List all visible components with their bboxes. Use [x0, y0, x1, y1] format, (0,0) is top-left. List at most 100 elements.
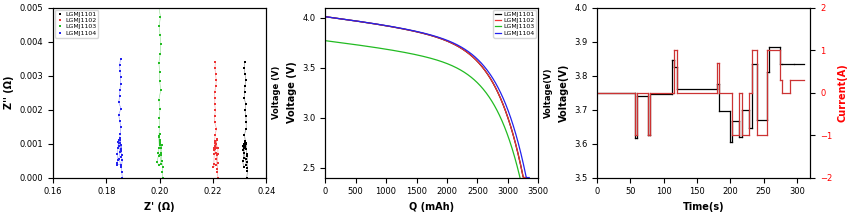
LGMJ1103 — [153, 154, 164, 157]
LGMJ1102 — [465, 53, 475, 56]
LGMJ1101 — [239, 157, 249, 159]
LGMJ1101 — [239, 91, 250, 94]
LGMJ1104 — [116, 148, 126, 151]
LGMJ1101 — [241, 103, 251, 106]
LGMJ1101 — [466, 54, 476, 57]
LGMJ1104 — [114, 136, 124, 139]
LGMJ1104 — [116, 164, 126, 166]
Line: LGMJ1103: LGMJ1103 — [325, 41, 527, 192]
Line: LGMJ1104: LGMJ1104 — [325, 17, 529, 178]
LGMJ1104 — [117, 149, 127, 152]
LGMJ1101 — [239, 146, 249, 149]
LGMJ1102 — [211, 139, 222, 141]
LGMJ1102 — [210, 97, 220, 100]
LGMJ1101 — [242, 167, 252, 169]
LGMJ1104 — [115, 151, 125, 154]
LGMJ1101 — [241, 121, 251, 124]
LGMJ1103 — [386, 49, 396, 51]
LGMJ1102 — [210, 61, 221, 63]
LGMJ1103 — [154, 71, 164, 73]
LGMJ1101 — [320, 15, 331, 18]
Y-axis label: Z'' (Ω): Z'' (Ω) — [4, 76, 14, 109]
LGMJ1102 — [208, 166, 218, 169]
LGMJ1101 — [239, 166, 249, 168]
LGMJ1104 — [469, 54, 479, 57]
X-axis label: Time(s): Time(s) — [683, 202, 724, 212]
LGMJ1103 — [154, 80, 164, 83]
LGMJ1102 — [210, 148, 221, 150]
LGMJ1103 — [155, 34, 165, 37]
LGMJ1104 — [448, 42, 458, 44]
Line: LGMJ1101: LGMJ1101 — [325, 17, 527, 178]
LGMJ1101 — [519, 176, 529, 179]
LGMJ1103 — [154, 126, 164, 128]
LGMJ1103 — [157, 143, 167, 146]
LGMJ1104 — [112, 162, 123, 164]
LGMJ1102 — [210, 121, 220, 124]
Line: LGMJ1102: LGMJ1102 — [325, 17, 527, 178]
LGMJ1103 — [154, 147, 164, 150]
Legend: LGMJ1101, LGMJ1102, LGMJ1103, LGMJ1104: LGMJ1101, LGMJ1102, LGMJ1103, LGMJ1104 — [493, 10, 537, 38]
LGMJ1104 — [115, 138, 125, 141]
LGMJ1104 — [113, 101, 124, 104]
LGMJ1104 — [118, 176, 128, 179]
LGMJ1101 — [240, 73, 250, 75]
Line: LGMJ1104: LGMJ1104 — [116, 57, 124, 179]
LGMJ1101 — [239, 133, 250, 136]
LGMJ1102 — [210, 133, 221, 136]
LGMJ1104 — [344, 19, 354, 21]
LGMJ1102 — [211, 127, 222, 130]
LGMJ1104 — [115, 142, 125, 145]
LGMJ1103 — [155, 153, 165, 156]
LGMJ1101 — [241, 142, 251, 145]
LGMJ1103 — [157, 159, 167, 162]
LGMJ1103 — [465, 75, 475, 78]
LGMJ1104 — [115, 120, 125, 122]
LGMJ1101 — [241, 164, 251, 166]
LGMJ1102 — [212, 154, 222, 156]
LGMJ1104 — [113, 140, 124, 143]
LGMJ1104 — [114, 64, 124, 66]
LGMJ1101 — [400, 28, 410, 30]
LGMJ1101 — [344, 19, 354, 21]
LGMJ1101 — [239, 143, 250, 145]
LGMJ1101 — [239, 143, 250, 145]
LGMJ1102 — [210, 103, 220, 106]
LGMJ1102 — [210, 141, 221, 144]
LGMJ1102 — [210, 73, 221, 75]
LGMJ1102 — [209, 152, 219, 155]
LGMJ1103 — [153, 136, 164, 138]
LGMJ1104 — [116, 76, 126, 79]
LGMJ1103 — [154, 135, 164, 138]
LGMJ1104 — [114, 145, 124, 147]
LGMJ1101 — [240, 141, 250, 143]
LGMJ1102 — [210, 91, 220, 94]
LGMJ1104 — [116, 126, 126, 129]
LGMJ1102 — [521, 176, 532, 179]
LGMJ1102 — [209, 162, 219, 165]
LGMJ1102 — [466, 54, 476, 57]
LGMJ1102 — [400, 28, 410, 30]
Y-axis label: Voltage (V): Voltage (V) — [272, 66, 281, 119]
LGMJ1103 — [521, 191, 532, 194]
LGMJ1101 — [239, 97, 250, 100]
LGMJ1104 — [112, 153, 123, 156]
LGMJ1103 — [156, 152, 166, 154]
LGMJ1104 — [116, 57, 126, 60]
LGMJ1101 — [239, 151, 249, 154]
LGMJ1102 — [211, 79, 222, 81]
LGMJ1104 — [468, 53, 478, 56]
LGMJ1104 — [114, 138, 124, 141]
LGMJ1101 — [242, 155, 252, 157]
LGMJ1101 — [241, 127, 251, 130]
LGMJ1103 — [466, 76, 476, 79]
LGMJ1102 — [210, 109, 221, 112]
LGMJ1101 — [240, 109, 250, 112]
LGMJ1101 — [239, 145, 250, 148]
LGMJ1104 — [112, 163, 123, 166]
LGMJ1104 — [118, 159, 128, 161]
LGMJ1101 — [521, 176, 532, 179]
LGMJ1103 — [156, 144, 166, 147]
Line: LGMJ1101: LGMJ1101 — [241, 61, 249, 179]
LGMJ1103 — [400, 51, 410, 54]
